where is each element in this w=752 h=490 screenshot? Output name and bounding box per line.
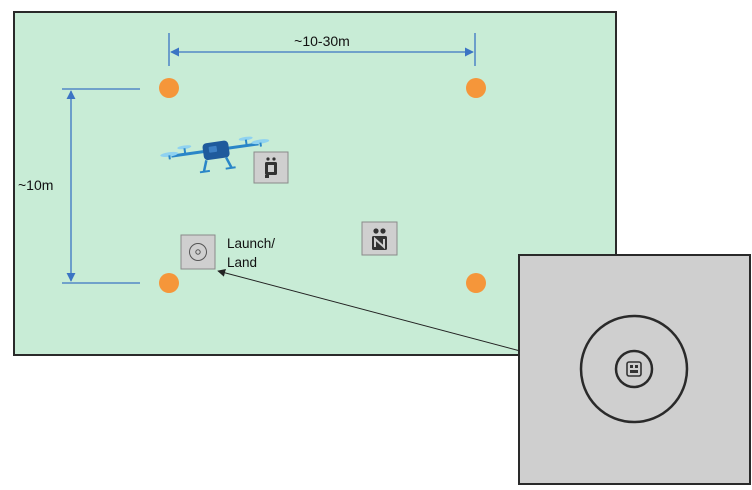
tag-icon [361, 221, 398, 256]
width-dimension-label: ~10-30m [294, 33, 350, 49]
landing-pad-zoom [518, 254, 751, 485]
drone-icon [160, 136, 270, 174]
zoom-pointer-arrow [217, 268, 525, 353]
launch-label-line2: Land [227, 255, 257, 270]
flight-field [13, 11, 617, 356]
cone-bottom-right [466, 273, 486, 293]
height-dimension [62, 88, 140, 284]
landing-pad-icon [180, 234, 216, 270]
width-dimension [168, 33, 476, 66]
pad-center-tag-icon [626, 361, 642, 377]
height-dimension-label: ~10m [18, 177, 53, 193]
launch-label-line1: Launch/ [227, 236, 275, 251]
marker-icon [253, 151, 289, 184]
cone-top-left [159, 78, 179, 98]
cone-bottom-left [159, 273, 179, 293]
cone-top-right [466, 78, 486, 98]
